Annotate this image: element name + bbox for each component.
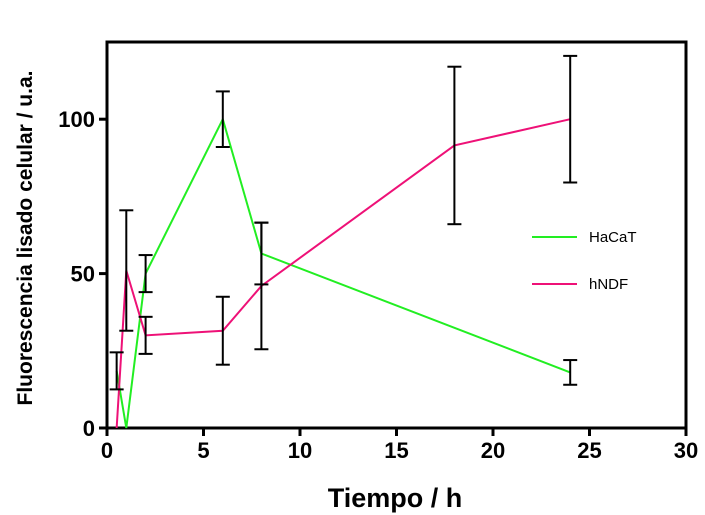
y-tick-label: 100 [58,107,95,132]
legend-label-hndf: hNDF [589,276,628,293]
legend-label-hacat: HaCaT [589,229,637,246]
error-bar-hacat [563,359,578,386]
error-bar-hndf [563,54,578,184]
series-layer [115,116,571,429]
x-tick-label: 20 [481,438,505,463]
series-line-hndf [115,118,571,429]
x-tick-label: 5 [197,438,209,463]
y-axis-title: Fluorescencia lisado celular / u.a. [14,71,37,406]
error-bar-hndf [138,315,153,355]
error-bar-hacat [215,90,230,148]
error-bar-hndf [447,65,462,226]
x-axis-title: Tiempo / h [328,483,463,513]
series-line-hacat [115,116,571,429]
x-tick-label: 15 [384,438,408,463]
axes-layer: 0 5 10 15 20 25 30 0 50 100 [58,107,698,463]
error-bar-hndf [254,221,269,351]
y-tick-label: 50 [71,262,95,287]
x-tick-label: 30 [674,438,698,463]
x-tick-label: 10 [288,438,312,463]
error-bar-hacat [109,351,124,391]
error-bar-hacat [138,254,153,294]
x-tick-label: 25 [577,438,601,463]
x-tick-label: 0 [101,438,113,463]
error-bar-hndf [215,295,230,366]
error-bar-hndf [119,209,134,332]
errorbar-layer [109,54,578,391]
legend: HaCaT hNDF [532,229,637,293]
y-tick-label: 0 [83,416,95,441]
